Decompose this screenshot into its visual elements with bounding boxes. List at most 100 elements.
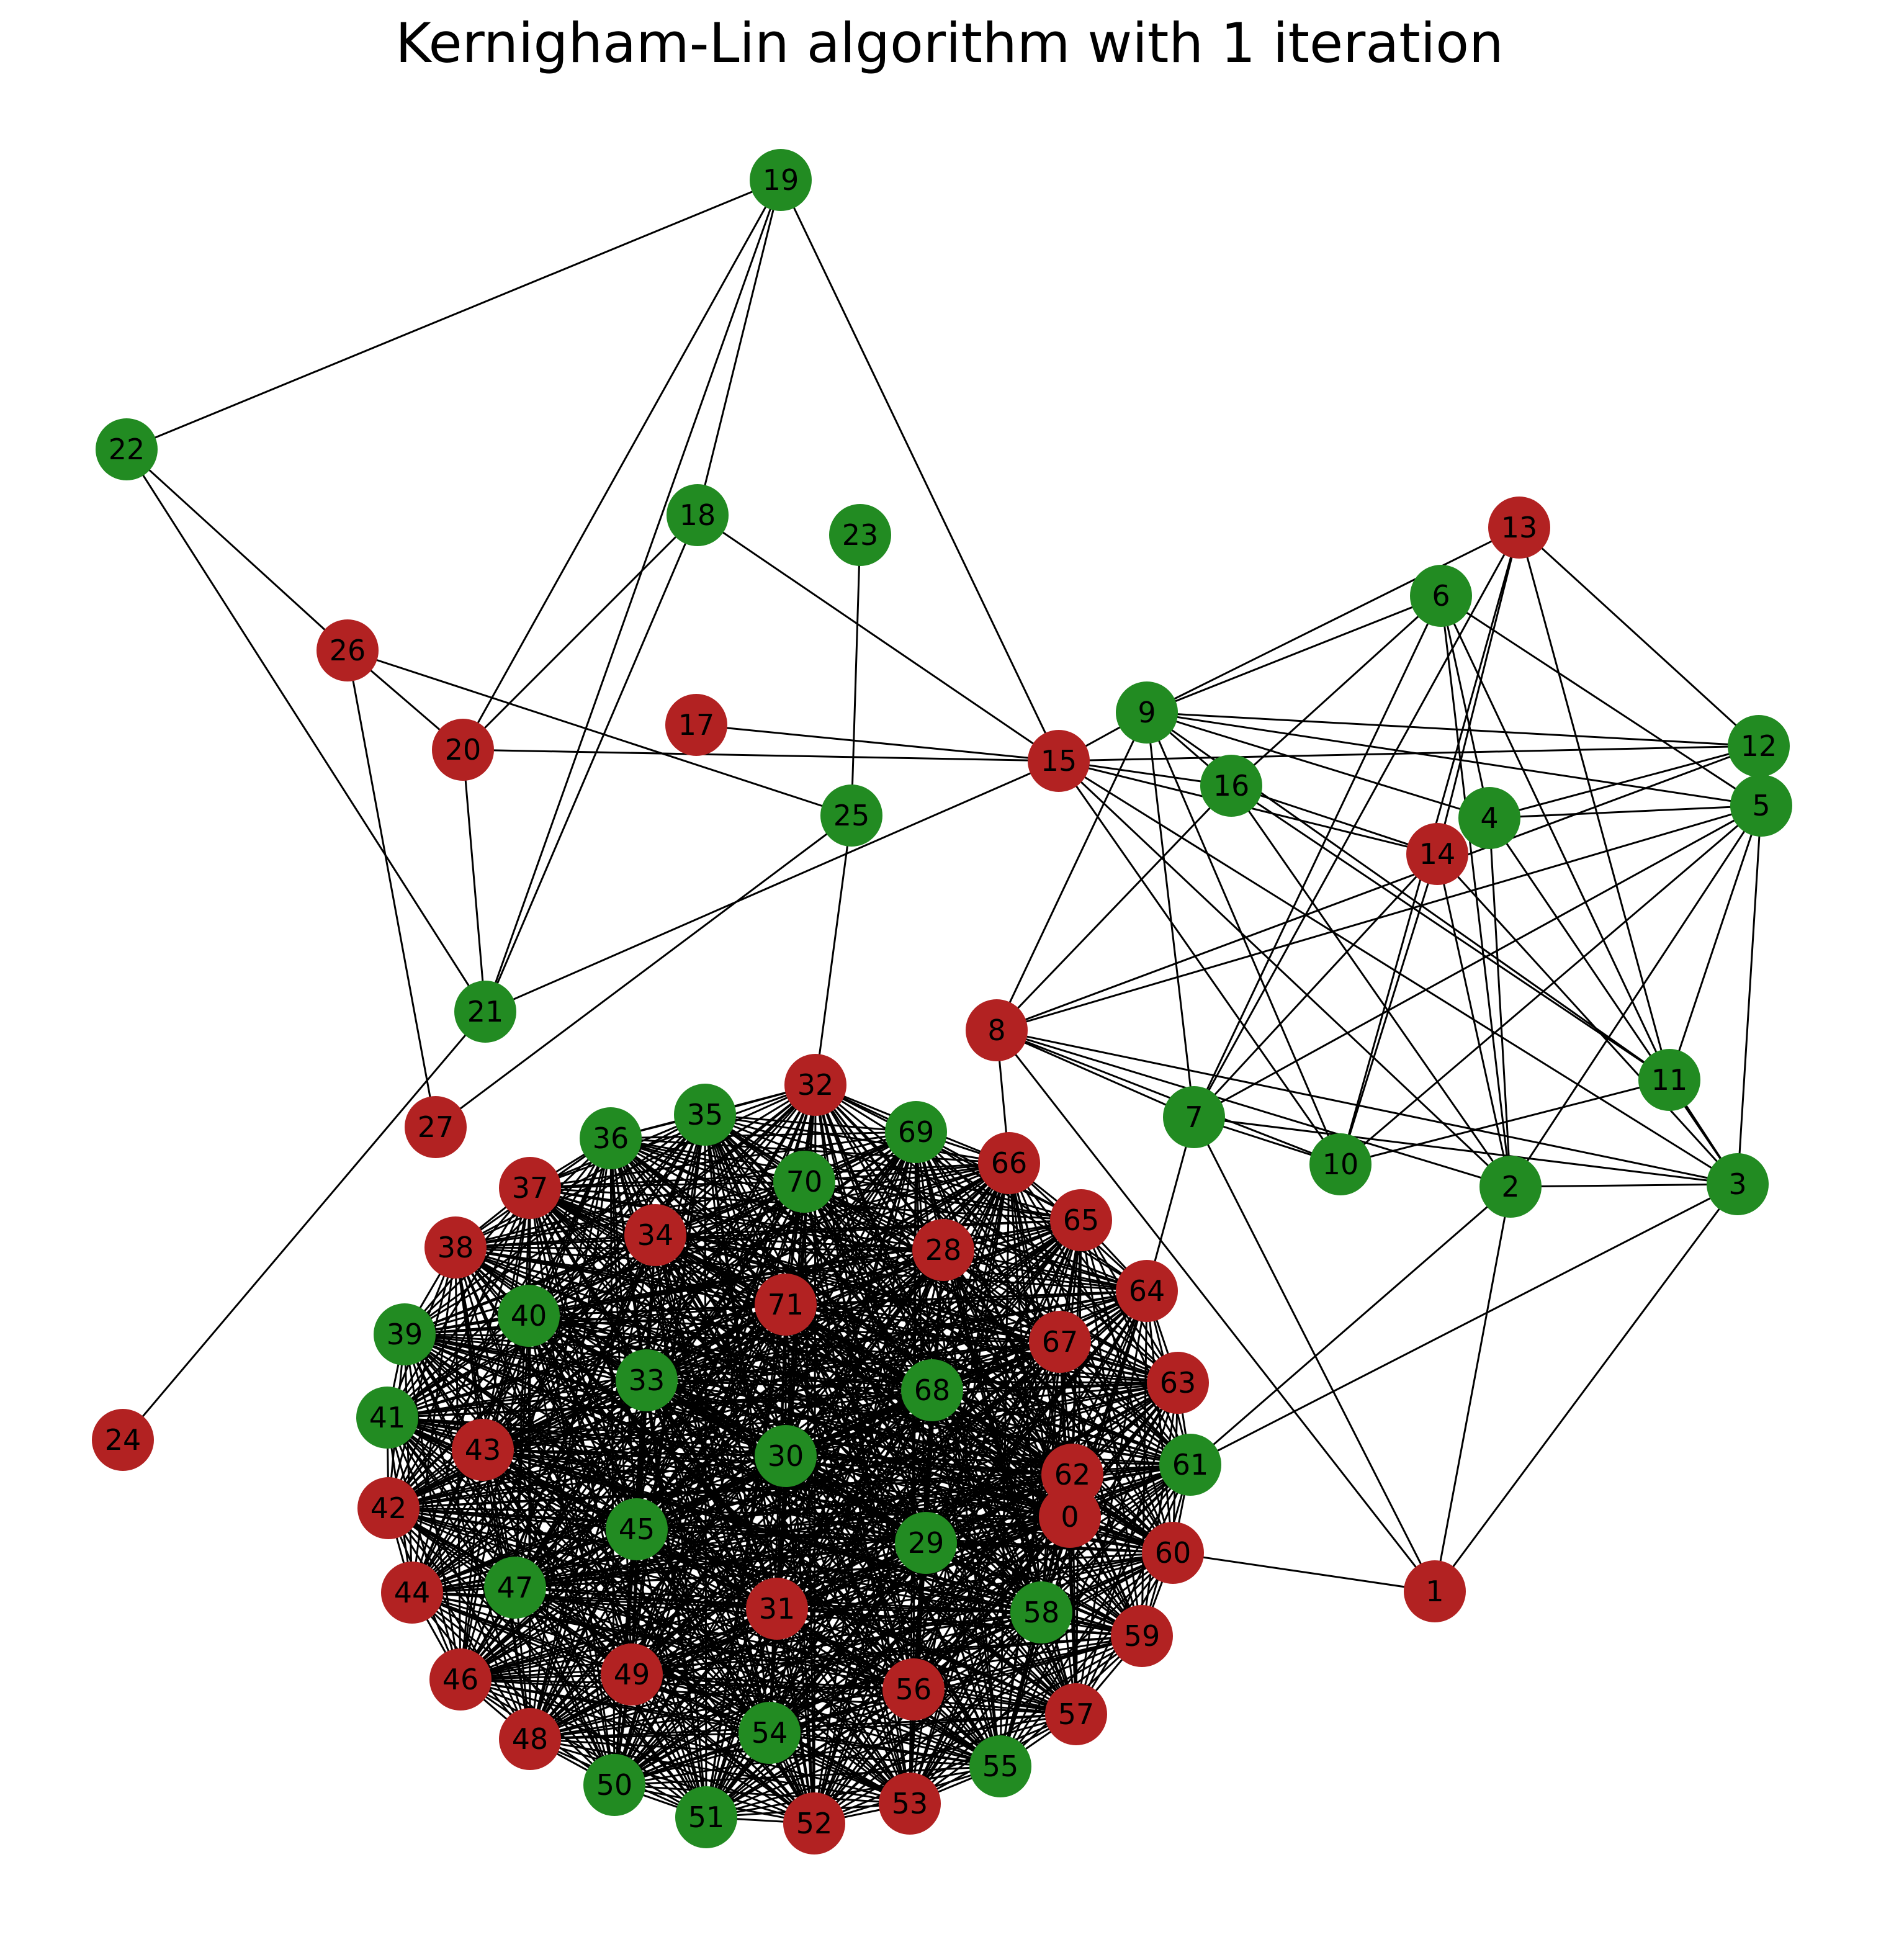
edge-9-8 <box>995 712 1148 1031</box>
edge-8-7 <box>996 1029 1195 1118</box>
edge-55-60 <box>999 1552 1174 1767</box>
edge-40-61 <box>528 1315 1191 1466</box>
edge-4-12 <box>1489 745 1759 819</box>
node-label: 0 <box>1061 1500 1079 1534</box>
node-3: 3 <box>1707 1153 1769 1215</box>
edge-53-67 <box>909 1341 1061 1804</box>
edge-44-71 <box>411 1303 786 1594</box>
node-label: 51 <box>688 1800 725 1834</box>
edge-19-22 <box>126 179 781 451</box>
edge-37-70 <box>529 1180 805 1189</box>
edge-32-40 <box>528 1084 816 1317</box>
node-circle <box>665 694 727 756</box>
edge-57-71 <box>784 1304 1077 1715</box>
edge-2-1 <box>1434 1186 1512 1592</box>
node-39: 39 <box>374 1303 436 1365</box>
node-69: 69 <box>885 1101 947 1163</box>
edge-3-1 <box>1434 1184 1739 1592</box>
node-circle <box>484 1557 546 1619</box>
node-label: 3 <box>1728 1167 1746 1201</box>
node-label: 9 <box>1138 696 1156 729</box>
node-label: 58 <box>1023 1596 1060 1629</box>
node-circle <box>885 1101 947 1163</box>
node-circle <box>357 1477 420 1539</box>
node-label: 29 <box>908 1526 945 1560</box>
node-label: 27 <box>418 1110 454 1144</box>
node-12: 12 <box>1728 715 1790 777</box>
node-label: 24 <box>105 1423 141 1457</box>
node-2: 2 <box>1479 1156 1542 1218</box>
edge-37-66 <box>529 1162 1010 1189</box>
node-circle <box>1410 565 1472 627</box>
node-label: 48 <box>512 1722 549 1756</box>
node-label: 53 <box>892 1787 928 1820</box>
edge-19-18 <box>696 179 782 516</box>
edge-36-69 <box>610 1131 917 1140</box>
edge-62-70 <box>803 1180 1074 1476</box>
node-label: 11 <box>1651 1063 1688 1097</box>
node-44: 44 <box>381 1562 443 1624</box>
edge-62-69 <box>915 1131 1074 1475</box>
node-circle <box>755 1274 817 1336</box>
edge-55-70 <box>803 1181 1002 1767</box>
node-label: 60 <box>1155 1536 1192 1570</box>
node-label: 35 <box>687 1098 724 1131</box>
node-label: 65 <box>1063 1203 1100 1237</box>
edge-4-3 <box>1488 817 1739 1185</box>
node-circle <box>1159 1434 1221 1496</box>
node-label: 14 <box>1419 837 1456 871</box>
node-label: 25 <box>833 799 870 832</box>
node-57: 57 <box>1045 1683 1107 1745</box>
edge-19-20 <box>462 179 782 750</box>
node-circle <box>432 719 494 781</box>
node-circle <box>429 1648 492 1711</box>
edge-42-51 <box>387 1507 707 1818</box>
edge-63-70 <box>804 1180 1178 1384</box>
node-circle <box>1116 1260 1178 1322</box>
edge-53-64 <box>909 1290 1148 1804</box>
node-41: 41 <box>356 1387 418 1449</box>
edge-64-69 <box>915 1131 1147 1292</box>
node-circle <box>667 484 729 546</box>
edge-15-2 <box>1057 760 1512 1188</box>
edge-37-69 <box>529 1131 917 1189</box>
edge-59-71 <box>784 1303 1143 1637</box>
node-14: 14 <box>1406 823 1468 885</box>
node-17: 17 <box>665 694 727 756</box>
edge-47-71 <box>514 1303 787 1589</box>
node-66: 66 <box>978 1132 1040 1194</box>
node-circle <box>879 1773 941 1835</box>
node-label: 45 <box>619 1513 655 1546</box>
node-label: 15 <box>1041 744 1077 778</box>
node-23: 23 <box>829 504 891 566</box>
node-circle <box>674 1084 736 1146</box>
edge-43-70 <box>482 1180 805 1451</box>
node-label: 16 <box>1213 769 1250 802</box>
node-27: 27 <box>405 1096 467 1158</box>
node-50: 50 <box>583 1754 645 1816</box>
edge-38-69 <box>455 1131 917 1249</box>
node-68: 68 <box>901 1359 963 1421</box>
edge-6-4 <box>1440 595 1491 819</box>
edge-15-10 <box>1057 760 1342 1165</box>
node-label: 52 <box>796 1807 833 1840</box>
edge-65-68 <box>931 1220 1082 1391</box>
edge-62-64 <box>1071 1290 1148 1475</box>
edge-65-70 <box>804 1180 1082 1221</box>
node-circle <box>1309 1133 1372 1195</box>
edge-54-71 <box>768 1304 787 1733</box>
node-62: 62 <box>1041 1444 1103 1506</box>
node-59: 59 <box>1111 1605 1173 1667</box>
node-circle <box>96 418 158 480</box>
edge-37-42 <box>387 1187 531 1509</box>
node-4: 4 <box>1458 787 1520 849</box>
edge-21-24 <box>122 1011 487 1441</box>
node-18: 18 <box>667 484 729 546</box>
node-label: 19 <box>763 163 799 197</box>
node-70: 70 <box>773 1151 835 1213</box>
edge-61-71 <box>785 1303 1191 1466</box>
edge-8-10 <box>996 1029 1341 1166</box>
edge-56-59 <box>913 1635 1143 1691</box>
edge-48-70 <box>529 1181 806 1740</box>
node-circle <box>1029 1311 1091 1373</box>
